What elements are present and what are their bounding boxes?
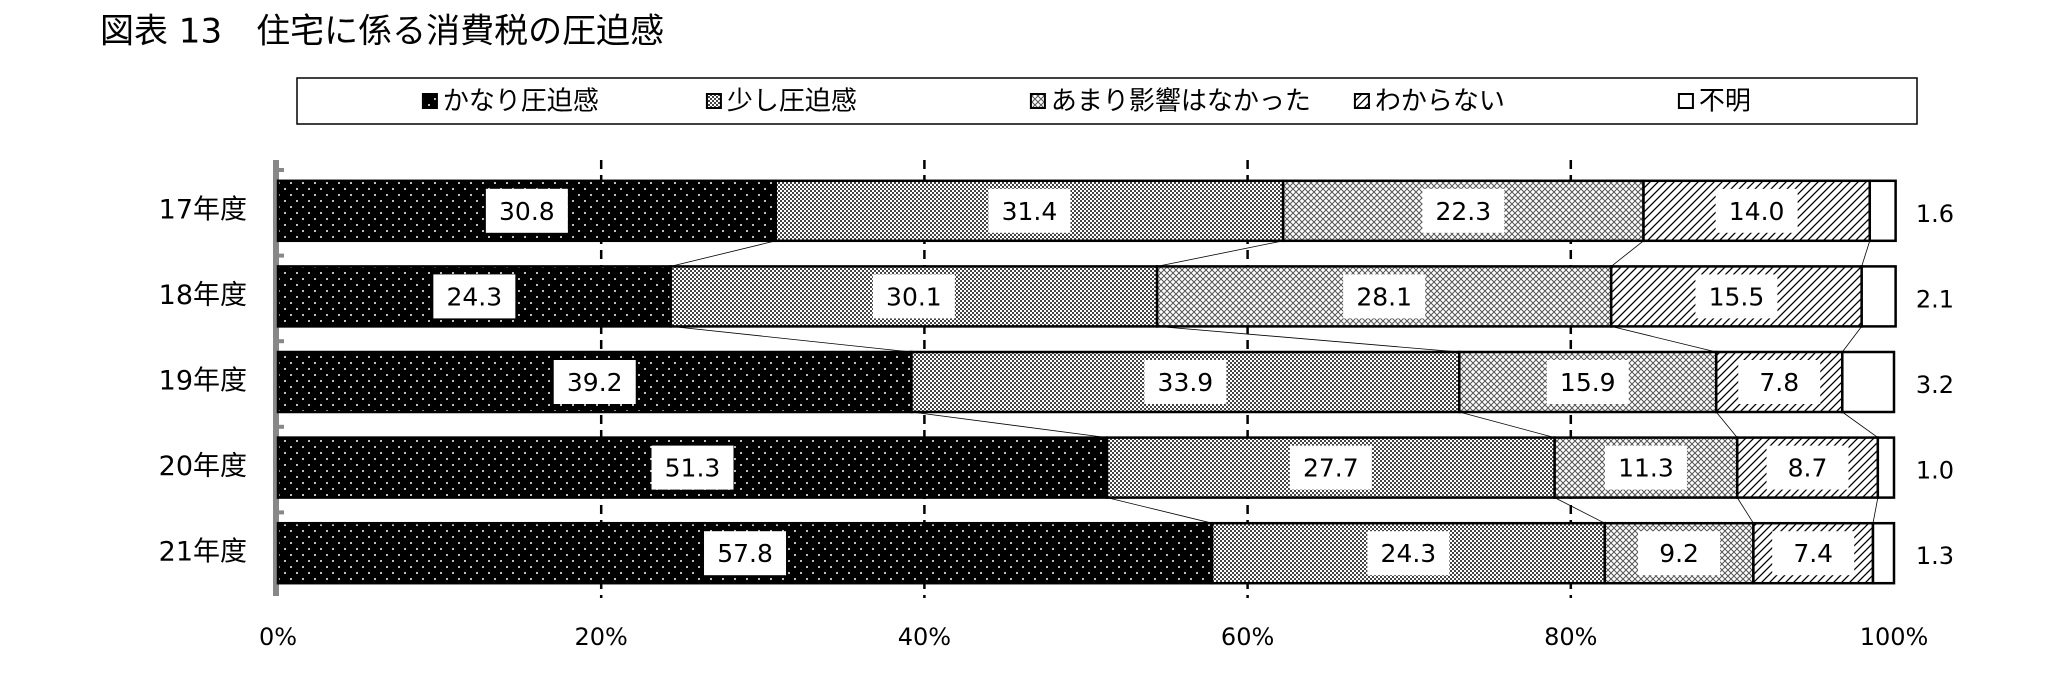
value-label-bg [553,360,636,404]
legend-label: わからない [1375,87,1505,117]
value-label: 24.3 [447,282,503,311]
value-label-bg [1343,274,1426,319]
y-tick-label: 21年度 [159,537,247,568]
y-tick-label: 17年度 [159,194,247,225]
value-label-bg [1738,360,1821,404]
legend-label: 少し圧迫感 [727,87,857,117]
value-label: 57.8 [717,539,773,568]
x-tick-label: 20% [575,623,628,651]
value-label: 2.1 [1916,285,1954,313]
x-tick-label: 40% [898,623,951,651]
series-line [1157,240,1284,267]
series-line [1554,497,1605,524]
series-line [1459,411,1555,438]
value-label: 33.9 [1158,368,1214,397]
value-label: 1.6 [1916,200,1954,228]
bar-segment [1868,179,1897,243]
series-line [1872,497,1879,524]
series-line [911,411,1108,438]
x-tick-label: 60% [1221,623,1274,651]
y-tick-label: 20年度 [159,451,247,482]
value-label: 14.0 [1729,197,1785,226]
series-line [1610,240,1644,267]
series-line [1842,411,1879,438]
legend-swatch [1677,93,1694,109]
series-line [670,240,776,267]
legend-swatch [421,93,438,109]
value-label: 1.3 [1916,542,1954,570]
series-line [1611,326,1717,353]
value-label: 7.4 [1793,539,1833,568]
legend-box [296,77,1918,125]
value-label: 51.3 [665,454,721,483]
value-label: 27.7 [1303,454,1359,483]
legend-label: かなり圧迫感 [443,87,599,117]
value-label: 9.2 [1659,539,1699,568]
value-label: 31.4 [1002,197,1058,226]
series-line [1715,411,1738,438]
legend-label: 不明 [1699,87,1751,117]
value-label: 39.2 [567,368,623,397]
series-line [670,326,912,353]
legend-swatch [1353,93,1370,109]
series-line [1106,497,1213,524]
x-tick-label: 80% [1544,623,1597,651]
value-label-bg [988,188,1071,233]
value-label: 15.5 [1709,282,1765,311]
value-label: 24.3 [1381,539,1437,568]
value-label: 30.8 [499,197,555,226]
value-label-bg [433,274,516,319]
x-tick-label: 100% [1860,623,1929,651]
value-label-bg [1546,360,1629,404]
value-label: 1.0 [1916,457,1954,485]
value-label: 28.1 [1356,282,1412,311]
chart-title: 図表 13 住宅に係る消費税の圧迫感 [100,12,664,52]
value-label-bg [1289,445,1372,490]
value-label: 11.3 [1618,454,1674,483]
value-label-bg [485,188,568,233]
value-label-bg [1144,360,1227,404]
value-label-bg [1715,188,1798,233]
value-label-bg [1695,274,1778,319]
x-tick-label: 0% [259,623,297,651]
y-tick-label: 18年度 [159,280,247,311]
series-line [1861,240,1871,267]
value-label-bg [872,274,955,319]
value-label-bg [651,445,734,490]
value-label: 7.8 [1759,368,1799,397]
series-line [1157,326,1460,353]
bar-segment [1841,350,1896,414]
bar-segment [1876,436,1896,499]
series-line [1736,497,1754,524]
value-label-bg [1367,531,1450,576]
legend-swatch [705,93,722,109]
y-tick-label: 19年度 [159,366,247,397]
value-label: 15.9 [1560,368,1616,397]
value-label-bg [1604,445,1687,490]
value-label-bg [1772,531,1855,576]
legend-label: あまり影響はなかった [1051,87,1311,117]
value-label-bg [1638,531,1721,576]
value-label-bg [1422,188,1505,233]
value-label: 8.7 [1788,454,1828,483]
value-label: 3.2 [1916,371,1954,399]
bar-segment [1860,265,1897,328]
value-label-bg [1766,445,1849,490]
legend-swatch [1029,93,1046,109]
value-label: 22.3 [1436,197,1492,226]
bar-segment [1871,521,1896,585]
value-label-bg [704,531,787,576]
series-line [1841,326,1862,353]
value-label: 30.1 [886,282,942,311]
